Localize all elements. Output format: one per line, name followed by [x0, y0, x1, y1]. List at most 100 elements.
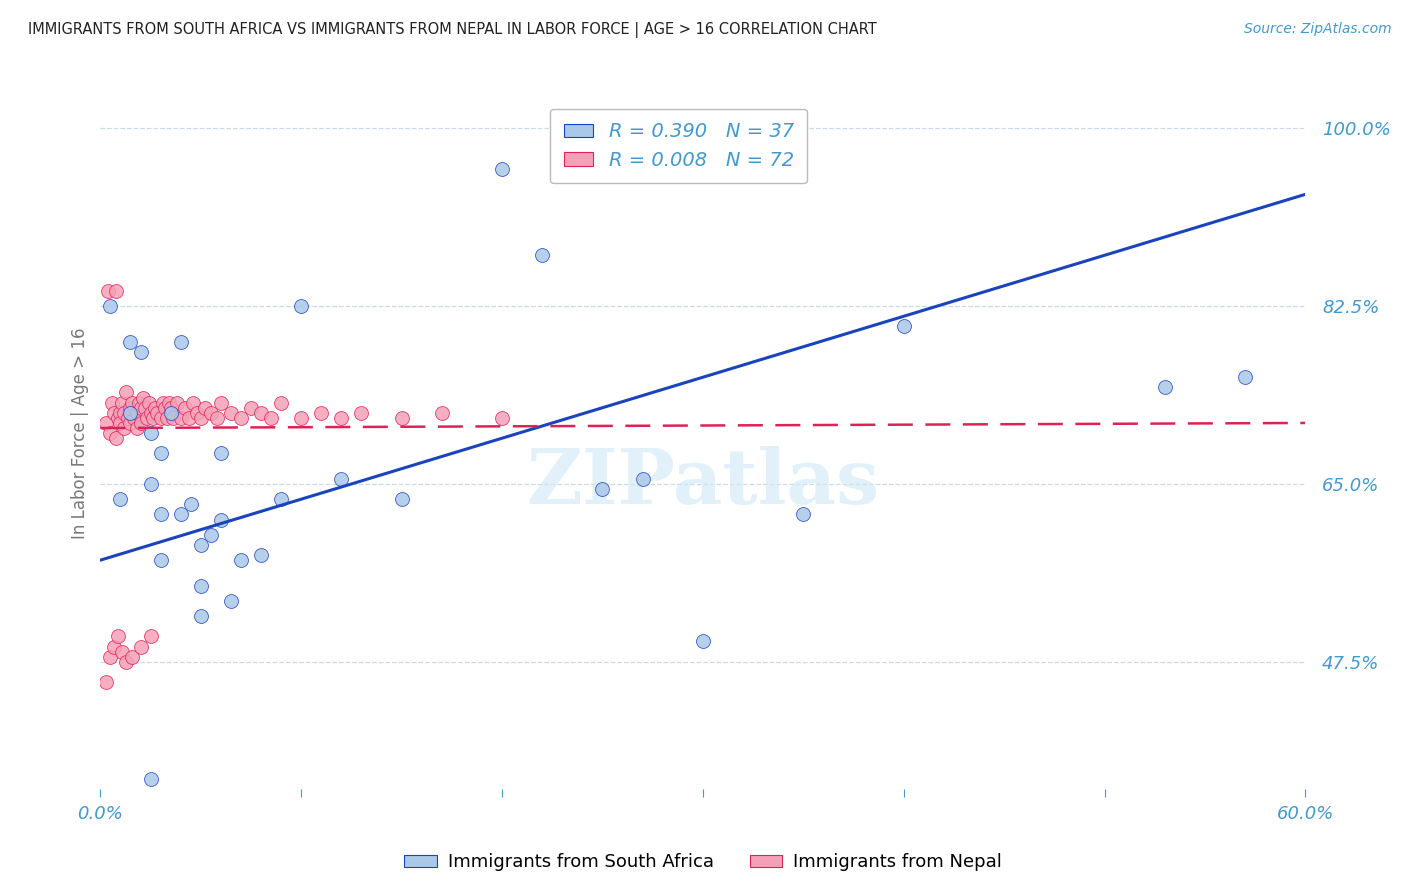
Point	[111, 395, 134, 409]
Point	[115, 385, 138, 400]
Point	[792, 508, 814, 522]
Point	[200, 406, 222, 420]
Point	[159, 406, 181, 420]
Point	[1234, 370, 1257, 384]
Point	[129, 344, 152, 359]
Point	[186, 406, 208, 420]
Point	[190, 538, 212, 552]
Point	[110, 416, 132, 430]
Point	[149, 410, 172, 425]
Point	[134, 401, 156, 415]
Point	[173, 401, 195, 415]
Point	[181, 395, 204, 409]
Point	[105, 431, 128, 445]
Point	[101, 395, 124, 409]
Point	[170, 508, 193, 522]
Y-axis label: In Labor Force | Age > 16: In Labor Force | Age > 16	[72, 327, 89, 539]
Legend: R = 0.390   N = 37, R = 0.008   N = 72: R = 0.390 N = 37, R = 0.008 N = 72	[550, 109, 807, 184]
Point	[290, 410, 312, 425]
Point	[100, 426, 122, 441]
Point	[145, 406, 167, 420]
Point	[111, 645, 134, 659]
Point	[209, 512, 232, 526]
Point	[110, 492, 132, 507]
Point	[96, 675, 118, 690]
Point	[491, 161, 513, 176]
Point	[240, 401, 263, 415]
Point	[135, 410, 157, 425]
Point	[153, 401, 176, 415]
Point	[190, 578, 212, 592]
Point	[149, 508, 172, 522]
Point	[270, 492, 292, 507]
Point	[170, 334, 193, 349]
Point	[209, 446, 232, 460]
Point	[209, 395, 232, 409]
Point	[159, 401, 181, 415]
Point	[260, 410, 283, 425]
Point	[121, 395, 143, 409]
Point	[194, 401, 217, 415]
Point	[162, 410, 184, 425]
Point	[190, 609, 212, 624]
Point	[592, 482, 614, 496]
Point	[129, 401, 152, 415]
Point	[124, 410, 146, 425]
Point	[219, 406, 242, 420]
Point	[205, 410, 228, 425]
Point	[120, 416, 142, 430]
Point	[129, 640, 152, 654]
Point	[430, 406, 453, 420]
Point	[631, 472, 654, 486]
Point	[143, 401, 166, 415]
Point	[391, 492, 413, 507]
Point	[125, 406, 148, 420]
Text: IMMIGRANTS FROM SOUTH AFRICA VS IMMIGRANTS FROM NEPAL IN LABOR FORCE | AGE > 16 : IMMIGRANTS FROM SOUTH AFRICA VS IMMIGRAN…	[28, 22, 877, 38]
Point	[190, 410, 212, 425]
Point	[117, 410, 139, 425]
Point	[107, 410, 129, 425]
Point	[139, 477, 162, 491]
Point	[149, 553, 172, 567]
Point	[128, 395, 150, 409]
Point	[103, 640, 125, 654]
Point	[96, 416, 118, 430]
Point	[330, 472, 353, 486]
Point	[129, 416, 152, 430]
Point	[120, 334, 142, 349]
Point	[100, 649, 122, 664]
Point	[157, 395, 180, 409]
Point	[115, 655, 138, 669]
Point	[391, 410, 413, 425]
Point	[170, 410, 193, 425]
Point	[139, 426, 162, 441]
Point	[138, 395, 160, 409]
Point	[142, 410, 165, 425]
Point	[229, 410, 252, 425]
Point	[139, 629, 162, 643]
Point	[200, 527, 222, 541]
Point	[100, 299, 122, 313]
Point	[152, 395, 174, 409]
Point	[114, 421, 136, 435]
Point	[120, 406, 142, 420]
Point	[229, 553, 252, 567]
Point	[139, 406, 162, 420]
Point	[149, 446, 172, 460]
Point	[311, 406, 333, 420]
Point	[120, 401, 142, 415]
Point	[103, 406, 125, 420]
Point	[177, 410, 200, 425]
Point	[250, 406, 273, 420]
Point	[121, 649, 143, 664]
Point	[270, 395, 292, 409]
Point	[350, 406, 373, 420]
Point	[97, 284, 120, 298]
Point	[166, 395, 188, 409]
Text: Source: ZipAtlas.com: Source: ZipAtlas.com	[1244, 22, 1392, 37]
Point	[1153, 380, 1175, 394]
Point	[110, 406, 132, 420]
Point	[692, 634, 714, 648]
Legend: Immigrants from South Africa, Immigrants from Nepal: Immigrants from South Africa, Immigrants…	[396, 847, 1010, 879]
Point	[893, 319, 915, 334]
